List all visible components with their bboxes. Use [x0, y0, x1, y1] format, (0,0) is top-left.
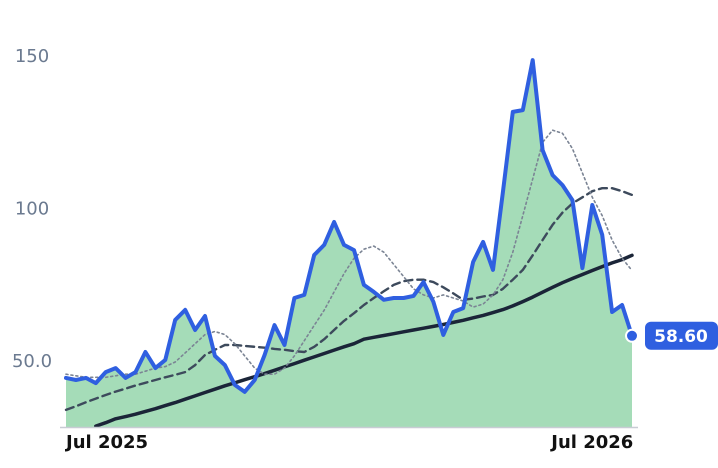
line-series	[64, 58, 634, 394]
last-value-label: 58.60	[654, 327, 708, 347]
line-series	[64, 187, 634, 412]
line-series	[65, 129, 633, 379]
last-point	[625, 328, 639, 343]
y-tick-label: 50.0	[12, 351, 52, 372]
x-tick-label: Jul 2026	[549, 432, 633, 453]
y-tick-label: 150	[15, 46, 49, 67]
y-tick-label: 100	[15, 199, 49, 220]
price-area	[66, 60, 632, 428]
line-series	[94, 253, 634, 428]
last-value-badge	[645, 321, 718, 350]
x-tick-label: Jul 2025	[64, 432, 148, 453]
